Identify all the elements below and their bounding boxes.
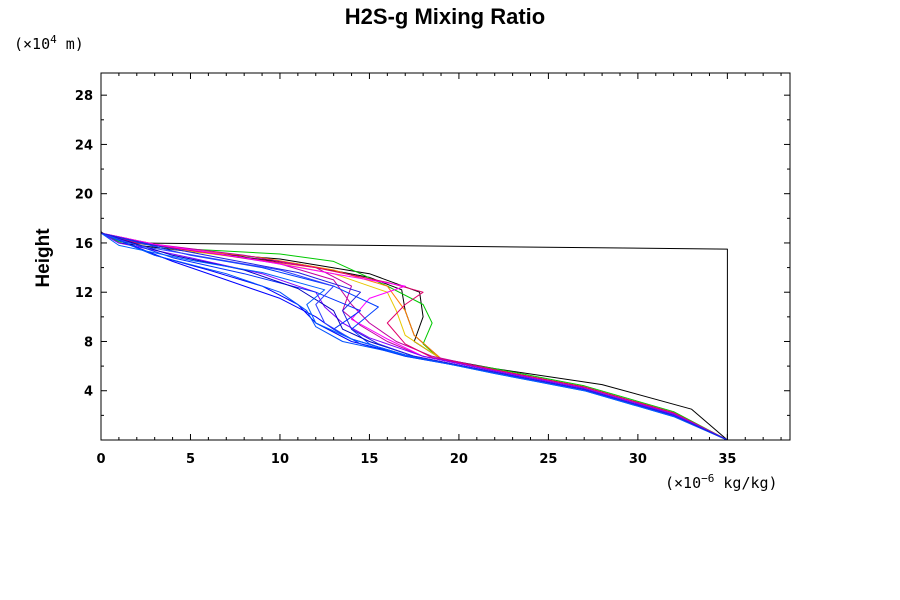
y-unit-suffix: m)	[57, 35, 84, 53]
series-line-5	[100, 232, 728, 441]
y-tick-label: 28	[75, 89, 93, 104]
y-tick-label: 4	[84, 385, 93, 400]
series-line-12	[100, 232, 728, 441]
x-unit-exponent: −6	[701, 472, 714, 485]
y-tick-label: 12	[75, 286, 93, 301]
series-line-19	[100, 232, 728, 441]
chart-title: H2S-g Mixing Ratio	[345, 4, 545, 29]
x-tick-label: 35	[718, 452, 736, 467]
series-line-2	[100, 232, 728, 441]
series-line-6	[100, 232, 728, 441]
y-unit-exponent: 4	[50, 33, 57, 46]
x-tick-label: 5	[186, 452, 195, 467]
y-unit-prefix: (×10	[14, 35, 50, 53]
series-line-11	[100, 232, 728, 441]
series-line-10	[100, 232, 728, 441]
series-line-9	[100, 232, 728, 441]
series-line-4	[100, 232, 728, 441]
series-layer	[100, 73, 728, 441]
plot-frame	[100, 72, 791, 441]
x-tick-label: 25	[539, 452, 557, 467]
x-tick-label: 20	[450, 452, 468, 467]
y-axis-label: Height	[33, 228, 54, 288]
x-unit-prefix: (×10	[665, 474, 701, 492]
x-unit-label: (×10−6 kg/kg)	[665, 472, 778, 492]
series-line-15	[100, 232, 728, 441]
series-line-17	[100, 232, 728, 441]
x-tick-label: 10	[271, 452, 289, 467]
series-line-16	[100, 232, 728, 441]
x-tick-label: 0	[96, 452, 105, 467]
y-tick-label: 24	[75, 138, 93, 153]
y-unit-label: (×104 m)	[14, 33, 84, 53]
x-tick-label: 15	[360, 452, 378, 467]
axes-layer: 0 5 10 15 20 25 30 35 4 8 12 16 20 24 28	[75, 72, 791, 467]
y-tick-label: 20	[75, 188, 93, 203]
y-tick-label: 16	[75, 237, 93, 252]
series-line-14	[100, 232, 728, 441]
series-line-13	[100, 232, 728, 441]
x-unit-suffix: kg/kg)	[714, 474, 777, 492]
series-line-3	[100, 232, 728, 441]
x-tick-label: 30	[629, 452, 647, 467]
series-line-18	[100, 232, 728, 441]
series-line-7	[100, 232, 728, 441]
series-line-8	[100, 232, 728, 441]
y-tick-label: 8	[84, 335, 93, 350]
